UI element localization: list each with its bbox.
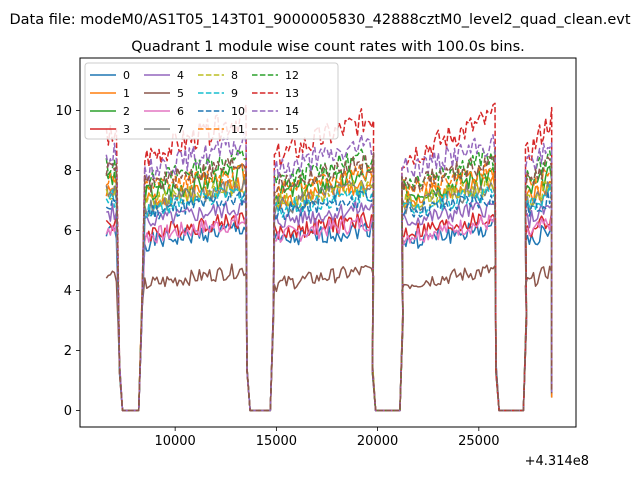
x-tick-label: 10000 <box>154 434 195 449</box>
legend-item-0: 0 <box>90 69 130 82</box>
y-tick-label: 6 <box>64 224 72 239</box>
legend-item-7: 7 <box>144 123 184 136</box>
legend-item-2: 2 <box>90 105 130 118</box>
legend-label: 6 <box>177 105 184 118</box>
series-line-4 <box>106 200 553 412</box>
legend-label: 8 <box>231 69 238 82</box>
legend-item-14: 14 <box>252 105 299 118</box>
series-line-15 <box>105 151 553 412</box>
x-axis-offset-label: +4.314e8 <box>525 454 589 469</box>
series-line-8 <box>105 177 553 412</box>
y-tick-label: 0 <box>64 404 72 419</box>
legend-label: 1 <box>123 87 130 100</box>
figure-suptitle: Data file: modeM0/AS1T05_143T01_90000058… <box>9 12 630 28</box>
legend-box <box>84 62 339 140</box>
legend-item-5: 5 <box>144 87 184 100</box>
legend-label: 3 <box>123 123 130 136</box>
x-tick-label: 15000 <box>256 434 297 449</box>
legend-label: 9 <box>231 87 238 100</box>
legend-item-13: 13 <box>252 87 299 100</box>
legend-item-11: 11 <box>198 123 245 136</box>
series-line-0 <box>105 218 553 412</box>
chart-title: Quadrant 1 module wise count rates with … <box>131 39 525 55</box>
legend-label: 10 <box>231 105 245 118</box>
series-line-11 <box>105 162 553 412</box>
legend-item-10: 10 <box>198 105 245 118</box>
x-axis: 10000 15000 20000 25000 <box>154 427 500 449</box>
series-layer <box>105 102 553 412</box>
legend-label: 4 <box>177 69 184 82</box>
series-line-14 <box>105 131 553 412</box>
x-tick-label: 25000 <box>458 434 499 449</box>
legend-item-4: 4 <box>144 69 184 82</box>
y-tick-label: 2 <box>64 344 72 359</box>
series-line-5 <box>105 263 553 412</box>
legend-label: 2 <box>123 105 130 118</box>
legend-label: 12 <box>285 69 299 82</box>
y-axis: 0 2 4 6 8 10 <box>55 104 80 419</box>
legend-label: 14 <box>285 105 299 118</box>
legend-label: 13 <box>285 87 299 100</box>
y-tick-label: 10 <box>55 104 72 119</box>
legend-label: 5 <box>177 87 184 100</box>
legend-item-12: 12 <box>252 69 299 82</box>
series-line-12 <box>105 147 553 412</box>
legend-label: 15 <box>285 123 299 136</box>
y-tick-label: 4 <box>64 284 72 299</box>
legend-item-15: 15 <box>252 123 299 136</box>
y-tick-label: 8 <box>64 164 72 179</box>
x-tick-label: 20000 <box>357 434 398 449</box>
legend-item-3: 3 <box>90 123 130 136</box>
legend-label: 11 <box>231 123 245 136</box>
series-line-9 <box>105 184 553 412</box>
legend-item-9: 9 <box>198 87 238 100</box>
series-line-6 <box>105 212 553 412</box>
legend-item-6: 6 <box>144 105 184 118</box>
legend-label: 0 <box>123 69 130 82</box>
legend-item-8: 8 <box>198 69 238 82</box>
legend-item-1: 1 <box>90 87 130 100</box>
legend-label: 7 <box>177 123 184 136</box>
plot-frame <box>79 57 577 428</box>
series-line-10 <box>105 188 553 412</box>
